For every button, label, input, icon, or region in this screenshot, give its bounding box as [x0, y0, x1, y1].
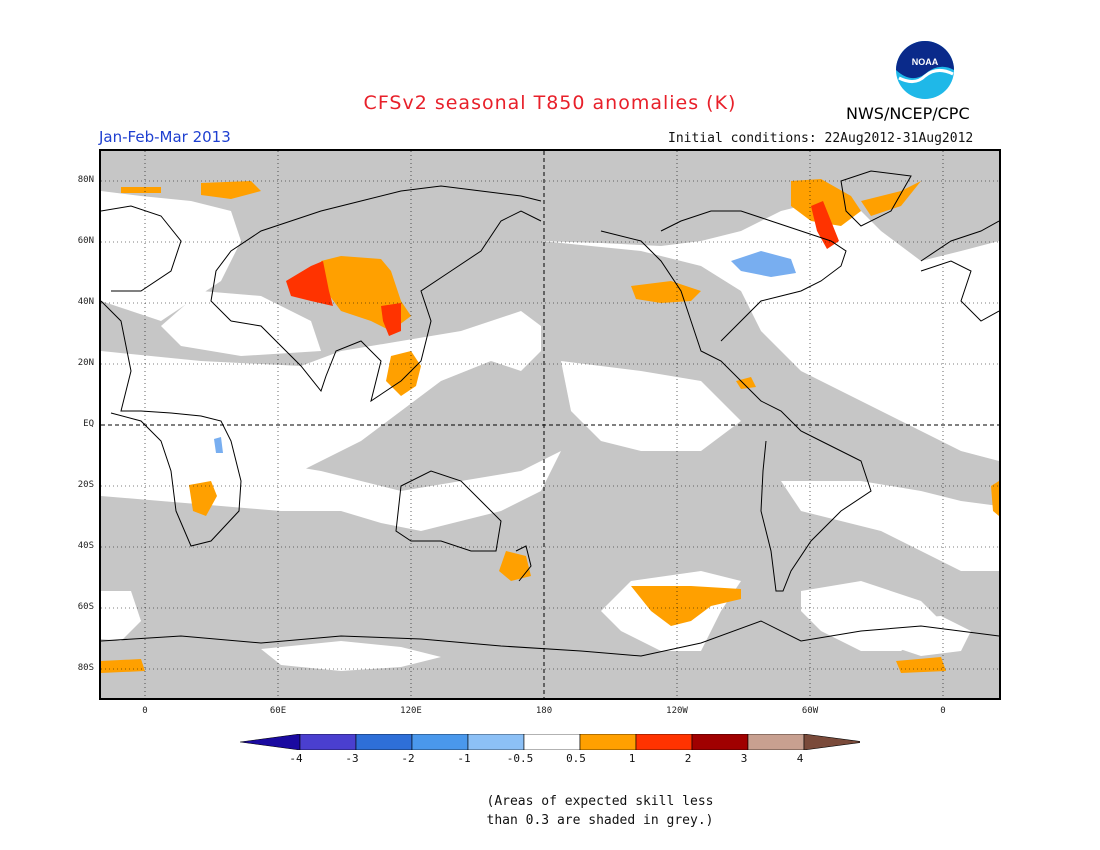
- colorbar-label: -2: [401, 752, 415, 765]
- skill-note-line-2: than 0.3 are shaded in grey.): [486, 813, 714, 828]
- colorbar-label: 2: [684, 752, 692, 765]
- lon-label-120w: 120W: [666, 706, 688, 716]
- lat-label-80n: 80N: [77, 175, 94, 185]
- noaa-logo: NOAA: [895, 40, 955, 100]
- lon-label-120e: 120E: [400, 706, 422, 716]
- colorbar-segment: [523, 733, 581, 751]
- colorbar-segment: [579, 733, 637, 751]
- colorbar-label: -3: [345, 752, 359, 765]
- forecast-period: Jan-Feb-Mar 2013: [99, 128, 231, 146]
- colorbar-segment: [411, 733, 469, 751]
- color-legend: [239, 733, 865, 751]
- lon-label-60w: 60W: [801, 706, 819, 716]
- colorbar-label: 4: [796, 752, 804, 765]
- colorbar-segment: [467, 733, 525, 751]
- colorbar-segment: [691, 733, 749, 751]
- colorbar-label: -4: [289, 752, 303, 765]
- colorbar-label: 0.5: [566, 752, 586, 765]
- lat-label-60s: 60S: [77, 602, 94, 612]
- agency-label: NWS/NCEP/CPC: [846, 104, 970, 123]
- lat-label-eq: EQ: [83, 419, 94, 429]
- colorbar-segment: [299, 733, 357, 751]
- lat-label-20s: 20S: [77, 480, 94, 490]
- lat-label-60n: 60N: [77, 236, 94, 246]
- colorbar-segment: [355, 733, 413, 751]
- initial-conditions: Initial conditions: 22Aug2012-31Aug2012: [668, 131, 974, 146]
- colorbar-segment: [635, 733, 693, 751]
- colorbar-arrow-low: [239, 733, 301, 751]
- map-svg: [101, 151, 999, 698]
- blue-regions: [214, 251, 796, 453]
- colorbar-svg: [239, 733, 865, 751]
- reference-lines: [101, 151, 999, 698]
- colorbar-label: -1: [457, 752, 471, 765]
- lon-label-0-right: 0: [940, 706, 946, 716]
- lat-label-80s: 80S: [77, 663, 94, 673]
- colorbar-label: 3: [740, 752, 748, 765]
- lat-label-40n: 40N: [77, 297, 94, 307]
- red-regions: [286, 201, 839, 336]
- white-regions: [101, 191, 999, 671]
- logo-text: NOAA: [912, 57, 939, 67]
- colorbar-arrow-high: [803, 733, 865, 751]
- colorbar-label: -0.5: [506, 752, 534, 765]
- anomaly-map: [99, 149, 1001, 700]
- lat-label-20n: 20N: [77, 358, 94, 368]
- lon-label-180: 180: [535, 706, 553, 716]
- map-title: CFSv2 seasonal T850 anomalies (K): [363, 92, 737, 114]
- graticule: [101, 151, 999, 698]
- coastlines: [101, 170, 999, 657]
- colorbar-segment: [747, 733, 805, 751]
- lat-label-40s: 40S: [77, 541, 94, 551]
- skill-note: (Areas of expected skill less than 0.3 a…: [430, 792, 770, 830]
- lon-label-60e: 60E: [269, 706, 287, 716]
- skill-note-line-1: (Areas of expected skill less: [486, 794, 714, 809]
- colorbar-label: 1: [628, 752, 636, 765]
- lon-label-0: 0: [142, 706, 148, 716]
